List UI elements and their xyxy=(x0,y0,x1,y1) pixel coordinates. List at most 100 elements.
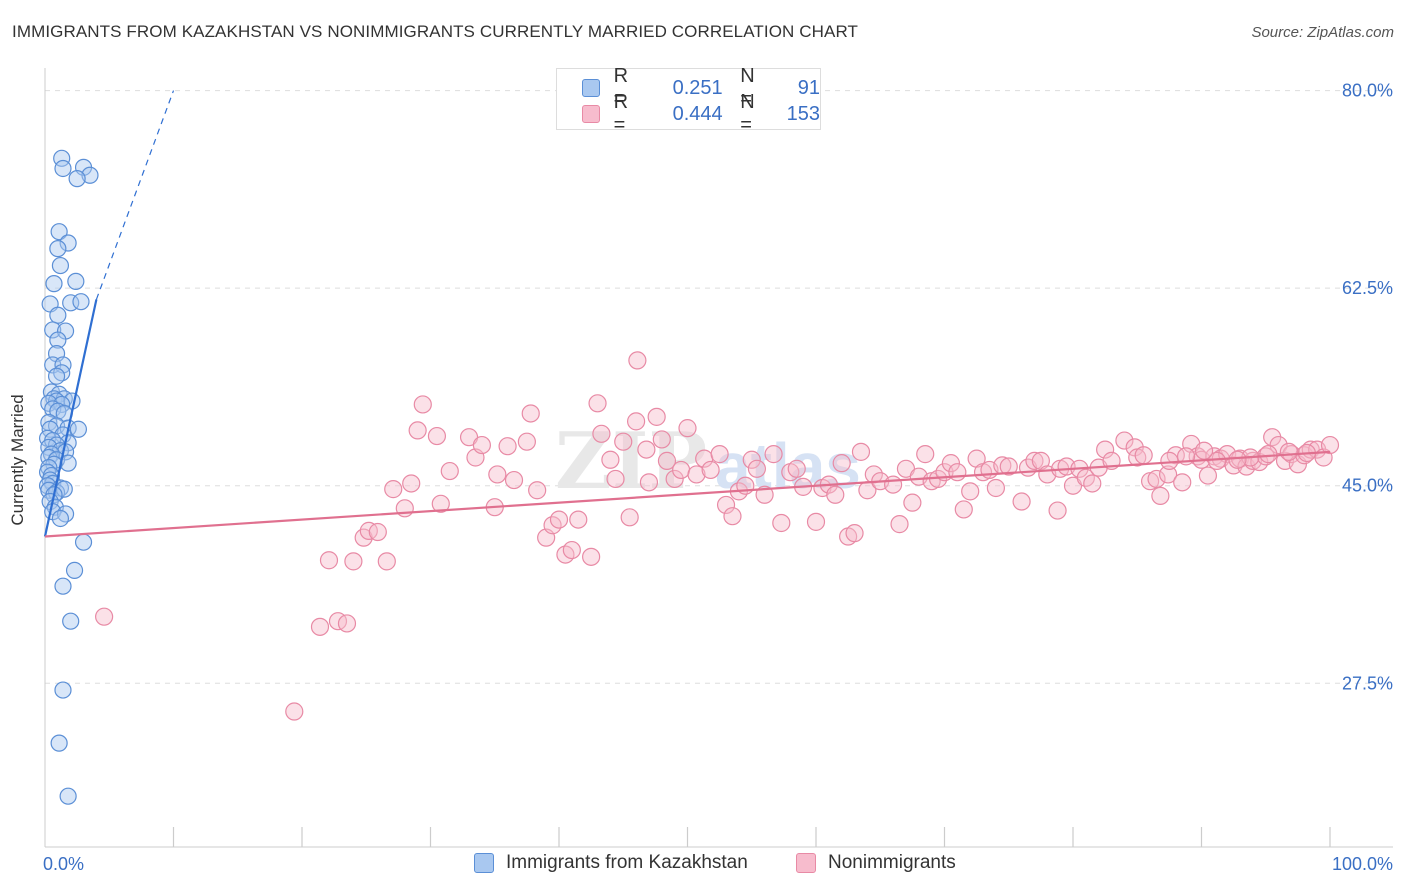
nonimmigrants-point xyxy=(832,454,851,473)
legend-r-value: 0.251 xyxy=(672,76,723,99)
nonimmigrants-point xyxy=(806,512,826,531)
nonimmigrants-point xyxy=(647,407,666,426)
nonimmigrants-point xyxy=(521,404,540,423)
nonimmigrants-point xyxy=(620,508,639,527)
legend-n-value: 91 xyxy=(797,76,820,99)
kazakhstan-point xyxy=(51,256,70,275)
nonimmigrants-point xyxy=(504,470,524,490)
nonimmigrants-point xyxy=(601,450,620,469)
y-tick-label: 27.5% xyxy=(1342,673,1393,693)
nonimmigrants-point xyxy=(368,522,387,542)
nonimmigrants-point xyxy=(337,614,357,633)
legend-swatch-blue xyxy=(582,79,600,97)
nonimmigrants-point xyxy=(755,485,774,504)
kazakhstan-point xyxy=(68,170,86,188)
nonimmigrants-point xyxy=(716,495,736,515)
kazakhstan-point xyxy=(45,275,63,293)
kazakhstan-trend-line xyxy=(43,299,98,537)
nonimmigrants-point xyxy=(626,412,646,431)
nonimmigrants-point xyxy=(890,515,909,534)
nonimmigrants-point xyxy=(310,617,330,636)
nonimmigrants-point xyxy=(701,460,720,480)
nonimmigrants-point xyxy=(764,445,783,464)
nonimmigrants-point xyxy=(569,510,588,529)
nonimmigrants-point xyxy=(1012,492,1031,511)
kazakhstan-point xyxy=(49,240,67,258)
nonimmigrants-point xyxy=(384,480,403,499)
nonimmigrants-point xyxy=(1320,435,1340,455)
nonimmigrants-point xyxy=(845,524,864,543)
y-tick-label: 80.0% xyxy=(1342,81,1393,101)
kazakhstan-point xyxy=(51,509,70,528)
nonimmigrants-point xyxy=(671,460,691,480)
y-axis-label: Currently Married xyxy=(8,394,27,526)
nonimmigrants-point xyxy=(427,426,447,446)
nonimmigrants-point xyxy=(488,465,507,484)
kazakhstan-point xyxy=(44,321,62,339)
nonimmigrants-point xyxy=(665,469,684,489)
kazakhstan-point xyxy=(72,293,90,311)
nonimmigrants-point xyxy=(582,547,601,566)
kazakhstan-point xyxy=(54,159,72,178)
nonimmigrants-point xyxy=(657,451,677,470)
nonimmigrants-point xyxy=(747,459,766,478)
kazakhstan-point xyxy=(59,787,77,805)
kazakhstan-point xyxy=(54,681,72,699)
grid-lines xyxy=(45,90,1393,684)
nonimmigrants-points xyxy=(95,351,1340,721)
nonimmigrants-point xyxy=(614,432,633,451)
nonimmigrants-point xyxy=(1115,431,1134,450)
nonimmigrants-point xyxy=(440,461,459,481)
nonimmigrants-point xyxy=(948,463,967,482)
kazakhstan-points xyxy=(38,149,99,805)
nonimmigrants-point xyxy=(1194,441,1214,460)
nonimmigrants-point xyxy=(402,474,421,493)
nonimmigrants-point xyxy=(961,482,980,501)
legend-n-value: 153 xyxy=(786,102,820,125)
nonimmigrants-point xyxy=(528,481,547,500)
kazakhstan-point xyxy=(50,734,68,752)
nonimmigrants-point xyxy=(431,494,450,513)
legend-bottom-swatch-blue xyxy=(474,853,494,873)
x-tick-labels: 0.0% 100.0% xyxy=(43,854,1393,874)
nonimmigrants-point xyxy=(678,419,697,438)
nonimmigrants-point xyxy=(639,473,659,492)
nonimmigrants-point xyxy=(628,351,647,370)
trend-lines xyxy=(43,90,1331,538)
nonimmigrants-point xyxy=(1160,451,1179,470)
nonimmigrants-point xyxy=(517,432,536,451)
nonimmigrants-point xyxy=(408,421,427,440)
nonimmigrants-point xyxy=(787,459,806,478)
legend-n-label: N = xyxy=(740,91,755,136)
y-tick-label: 62.5% xyxy=(1342,278,1393,298)
x-tick-label: 100.0% xyxy=(1332,854,1393,874)
nonimmigrants-point xyxy=(1279,442,1298,461)
legend-row-kazakhstan: R = 0.251 N = 91 xyxy=(582,65,820,110)
legend-item-kazakhstan: Immigrants from Kazakhstan xyxy=(474,852,748,874)
nonimmigrants-point xyxy=(95,607,114,626)
nonimmigrants-point xyxy=(1025,451,1044,470)
nonimmigrants-point xyxy=(1198,466,1218,485)
nonimmigrants-point xyxy=(916,445,935,464)
chart-source: Source: ZipAtlas.com xyxy=(1251,24,1394,41)
kazakhstan-point xyxy=(69,420,88,438)
nonimmigrants-point xyxy=(986,478,1006,498)
axes xyxy=(44,68,1393,848)
kazakhstan-point xyxy=(59,234,77,252)
kazakhstan-point xyxy=(81,166,99,184)
nonimmigrants-point xyxy=(344,552,363,571)
nonimmigrants-point xyxy=(549,510,569,529)
legend-r-value: 0.444 xyxy=(672,102,723,125)
x-tick-label: 0.0% xyxy=(43,854,84,874)
legend-bottom-swatch-pink xyxy=(796,853,816,873)
kazakhstan-trend-extension xyxy=(95,90,175,300)
nonimmigrants-point xyxy=(377,552,396,571)
nonimmigrants-point xyxy=(498,437,517,456)
legend-item-nonimmigrants: Nonimmigrants xyxy=(796,852,956,874)
legend-r-label: R = xyxy=(613,65,629,110)
nonimmigrants-point xyxy=(851,442,871,461)
nonimmigrants-point xyxy=(723,507,742,526)
kazakhstan-point xyxy=(74,533,93,551)
nonimmigrants-point xyxy=(588,394,607,413)
